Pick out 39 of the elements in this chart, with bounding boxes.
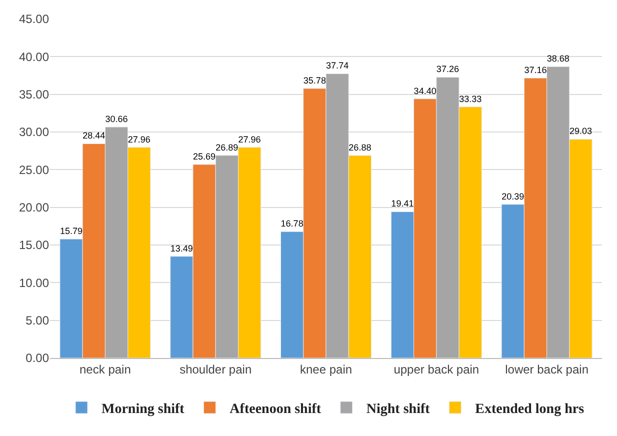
y-tick-label: 40.00 (18, 50, 50, 64)
data-label: 27.96 (128, 134, 150, 144)
y-tick-label: 5.00 (26, 314, 50, 328)
data-label: 27.96 (238, 134, 261, 144)
x-tick-label: lower back pain (505, 362, 588, 376)
data-label: 15.79 (60, 226, 83, 236)
y-tick-label: 25.00 (18, 162, 50, 177)
y-tick-label: 10.00 (18, 276, 50, 290)
y-tick-label: 0.00 (26, 351, 50, 366)
data-label: 34.40 (414, 86, 436, 96)
data-label: 16.78 (280, 218, 304, 229)
y-tick-label: 35.00 (18, 88, 50, 102)
data-label: 19.41 (391, 198, 414, 209)
data-label: 30.66 (105, 114, 128, 124)
data-label: 26.89 (216, 142, 238, 152)
x-tick-label: shoulder pain (180, 362, 252, 376)
data-label: 29.03 (569, 126, 592, 136)
data-label: 28.44 (82, 130, 106, 141)
data-label: 37.16 (524, 64, 547, 75)
legend-label: Morning shift (102, 402, 185, 417)
data-label: 38.68 (546, 54, 570, 64)
data-label: 35.78 (303, 75, 326, 86)
legend-label: Afteenoon shift (230, 402, 322, 417)
legend-label: Night shift (366, 402, 430, 417)
x-tick-label: knee pain (300, 362, 352, 376)
data-label: 20.39 (502, 191, 524, 202)
data-label: 33.33 (459, 94, 482, 104)
legend-label: Extended long hrs (475, 402, 585, 417)
y-tick-label: 45.00 (18, 12, 50, 26)
x-tick-label: upper back pain (394, 362, 480, 376)
x-tick-label: neck pain (80, 362, 131, 376)
y-tick-label: 30.00 (18, 125, 50, 140)
data-label: 26.88 (348, 142, 372, 152)
data-label: 37.74 (326, 60, 349, 71)
data-label: 25.69 (193, 151, 216, 162)
data-label: 37.26 (436, 64, 459, 74)
y-tick-label: 15.00 (18, 238, 50, 252)
y-tick-label: 20.00 (18, 200, 50, 215)
data-label: 13.49 (170, 243, 193, 254)
